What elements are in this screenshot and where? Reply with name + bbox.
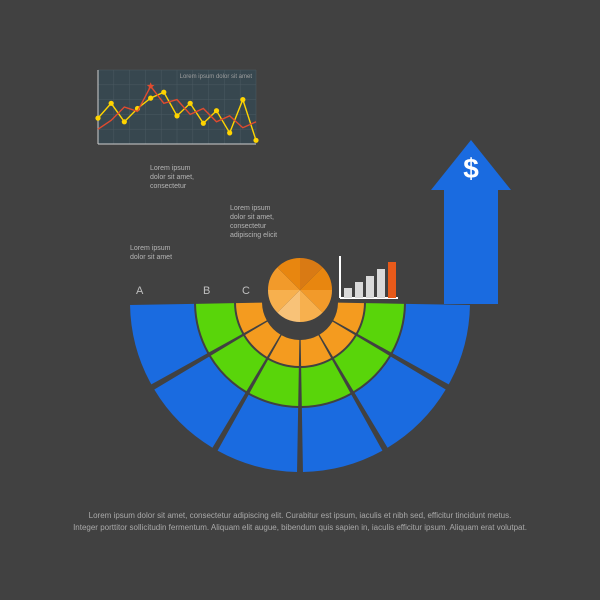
mini-bar-1 — [355, 282, 363, 298]
mini-bar-0 — [344, 288, 352, 298]
radial-half-pie — [130, 303, 470, 472]
dollar-icon: $ — [463, 153, 479, 184]
ring-label-c: C — [242, 285, 250, 297]
mini-line-chart: Lorem ipsum dolor sit amet — [95, 70, 258, 144]
svg-text:Integer porttitor sollicitudin: Integer porttitor sollicitudin fermentum… — [73, 523, 527, 532]
svg-text:dolor sit amet: dolor sit amet — [130, 254, 172, 261]
center-medallion — [268, 258, 332, 322]
svg-text:Lorem ipsum: Lorem ipsum — [150, 165, 191, 172]
ring-label-b: B — [203, 285, 210, 297]
footer-text: Lorem ipsum dolor sit amet, consectetur … — [73, 511, 527, 532]
mini-bar-chart-icon — [340, 256, 398, 298]
ring-label-a: A — [136, 285, 144, 297]
growth-arrow: $ — [431, 140, 511, 304]
svg-text:consectetur: consectetur — [230, 223, 267, 230]
mini-bar-2 — [366, 276, 374, 298]
text-block-near_chart: Lorem ipsum dolor sit amet, consectetur — [150, 165, 194, 190]
mini-bar-3 — [377, 269, 385, 298]
text-block-upper_small: Lorem ipsum dolor sit amet, consectetur adi… — [230, 205, 277, 239]
mini-line-title: Lorem ipsum dolor sit amet — [180, 74, 253, 80]
text-block-lower_small: Lorem ipsum dolor sit amet — [130, 245, 172, 261]
svg-text:consectetur: consectetur — [150, 183, 187, 190]
svg-text:Lorem ipsum: Lorem ipsum — [130, 245, 171, 252]
svg-text:dolor sit amet,: dolor sit amet, — [230, 214, 274, 221]
svg-text:adipiscing elicit: adipiscing elicit — [230, 232, 277, 239]
svg-text:dolor sit amet,: dolor sit amet, — [150, 174, 194, 181]
svg-text:Lorem ipsum dolor sit amet, co: Lorem ipsum dolor sit amet, consectetur … — [89, 511, 512, 520]
svg-text:Lorem ipsum: Lorem ipsum — [230, 205, 271, 212]
mini-bar-4 — [388, 262, 396, 298]
